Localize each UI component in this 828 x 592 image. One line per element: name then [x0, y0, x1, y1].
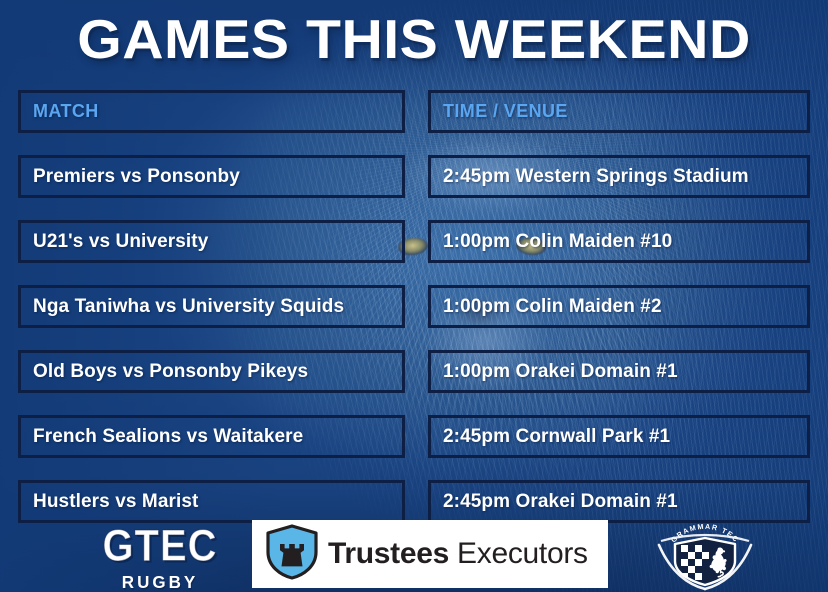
match-column: MATCH Premiers vs Ponsonby U21's vs Univ…: [18, 90, 405, 545]
trustees-word: Trustees: [328, 537, 449, 570]
table-row[interactable]: 2:45pm Cornwall Park #1: [428, 415, 810, 458]
match-name: Hustlers vs Marist: [33, 490, 199, 512]
trustees-executors-logo[interactable]: Trustees Executors: [252, 520, 608, 588]
time-venue-column: TIME / VENUE 2:45pm Western Springs Stad…: [428, 90, 810, 545]
executors-word: Executors: [457, 537, 588, 570]
match-name: French Sealions vs Waitakere: [33, 425, 304, 447]
gtec-logo-name: GTEC: [102, 520, 218, 571]
match-column-header: MATCH: [18, 90, 405, 133]
grammar-tec-crest-icon[interactable]: GRAMMAR TEC: [645, 521, 765, 591]
table-row[interactable]: Hustlers vs Marist: [18, 480, 405, 523]
time-venue-value: 2:45pm Cornwall Park #1: [443, 425, 671, 447]
table-row[interactable]: 1:00pm Orakei Domain #1: [428, 350, 810, 393]
table-row[interactable]: Premiers vs Ponsonby: [18, 155, 405, 198]
sponsor-footer: GTEC RUGBY Trustees Executors: [0, 519, 828, 592]
table-row[interactable]: 1:00pm Colin Maiden #2: [428, 285, 810, 328]
trustees-executors-wordmark: Trustees Executors: [328, 537, 588, 571]
shield-castle-tower-icon: [266, 523, 318, 585]
match-header-label: MATCH: [33, 101, 99, 121]
time-venue-value: 2:45pm Orakei Domain #1: [443, 490, 678, 512]
page-title: GAMES THIS WEEKEND: [77, 8, 751, 70]
gtec-rugby-logo[interactable]: GTEC RUGBY: [80, 520, 240, 592]
match-name: Premiers vs Ponsonby: [33, 165, 240, 187]
table-row[interactable]: Old Boys vs Ponsonby Pikeys: [18, 350, 405, 393]
time-venue-value: 1:00pm Orakei Domain #1: [443, 360, 678, 382]
table-row[interactable]: 2:45pm Western Springs Stadium: [428, 155, 810, 198]
gtec-logo-subtitle: RUGBY: [121, 572, 199, 592]
match-name: U21's vs University: [33, 230, 209, 252]
time-venue-value: 1:00pm Colin Maiden #10: [443, 230, 673, 252]
table-row[interactable]: 2:45pm Orakei Domain #1: [428, 480, 810, 523]
time-venue-value: 1:00pm Colin Maiden #2: [443, 295, 662, 317]
time-venue-value: 2:45pm Western Springs Stadium: [443, 165, 749, 187]
time-venue-header-label: TIME / VENUE: [443, 101, 568, 121]
table-row[interactable]: Nga Taniwha vs University Squids: [18, 285, 405, 328]
match-name: Old Boys vs Ponsonby Pikeys: [33, 360, 309, 382]
table-row[interactable]: French Sealions vs Waitakere: [18, 415, 405, 458]
table-row[interactable]: 1:00pm Colin Maiden #10: [428, 220, 810, 263]
time-venue-column-header: TIME / VENUE: [428, 90, 810, 133]
table-row[interactable]: U21's vs University: [18, 220, 405, 263]
match-name: Nga Taniwha vs University Squids: [33, 295, 345, 317]
